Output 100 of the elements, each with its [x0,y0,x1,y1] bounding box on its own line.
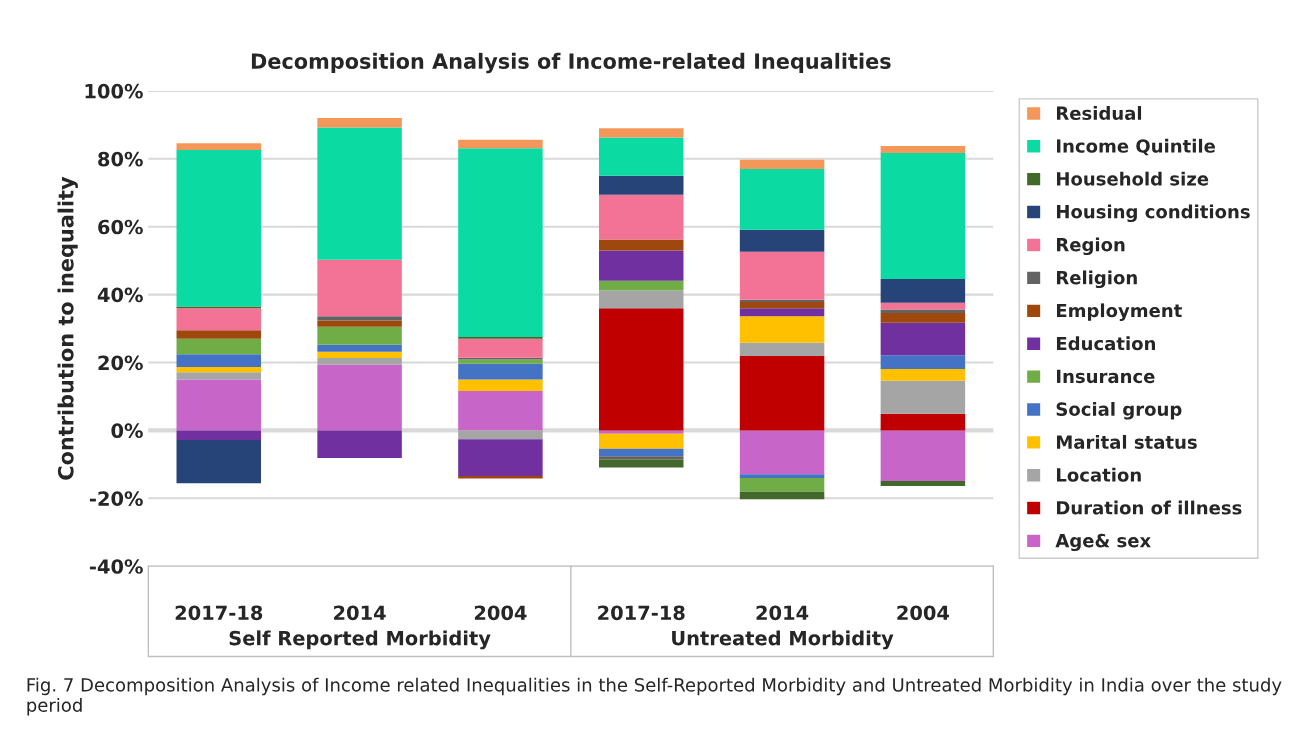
bar [880,413,966,431]
bar [458,379,543,392]
y-tick-label: 20% [98,355,143,371]
bar [739,342,825,357]
bar [739,159,825,169]
bar [880,278,966,303]
bar [598,239,684,251]
text: Untreated Morbidity [672,630,894,650]
legend-label: Housing conditions [1057,204,1250,223]
bar [176,379,262,431]
bar [739,474,825,478]
bar [317,344,402,352]
legend-label: Region [1057,237,1125,256]
bar [317,259,402,317]
bar [176,338,262,355]
bar [317,316,402,321]
y-tick-label: -40% [89,559,143,574]
legend-label: Marital status [1057,434,1197,449]
bar [317,127,402,260]
x-tick-label: 2017-18 [598,605,685,621]
x-tick-label: 2017-18 [175,605,263,621]
bar [598,433,684,449]
bar [176,372,262,380]
bar [458,430,543,440]
bar [880,355,966,369]
legend-label: Employment [1057,303,1182,322]
legend-label: Duration of illness [1057,500,1242,515]
bar [880,312,966,323]
y-tick-label: 80% [98,151,143,167]
bar [880,322,966,356]
bar [739,302,825,309]
bar [458,363,543,380]
legend-label: Religion [1057,270,1137,289]
bar [598,448,684,457]
bar [739,308,825,317]
legend-label: Social group [1056,402,1182,420]
bar [739,251,825,300]
bar [598,280,684,291]
bar [598,250,684,281]
bar [458,391,543,431]
legend-label: Residual [1057,106,1142,121]
bar [880,480,966,487]
bar [176,330,262,339]
bar [458,148,543,338]
bar [739,316,825,343]
x-tick-label: 2004 [474,605,527,621]
text: Self Reported Morbidity [229,630,491,650]
bar [176,430,262,440]
x-tick-label: 2014 [334,605,386,621]
bar [880,145,966,154]
bar [598,308,684,431]
bar [317,351,402,359]
y-tick-label: 0% [111,423,143,439]
bar [739,356,825,431]
x-tick-label: 2004 [897,605,950,621]
bar [739,491,825,500]
bar [739,168,825,230]
bar [176,354,262,367]
caption: Fig. 7 Decomposition Analysis of Income related Inequalities in the Self-Reported Morbidity and Untreated Morbidity in India over the study period [27,677,1282,716]
y-tick-label: 40% [97,287,143,303]
bar [317,118,402,128]
bar [880,153,966,279]
bar [598,128,684,138]
bar [598,290,684,309]
y-tick-label: 60% [98,219,143,235]
bar [598,175,684,195]
bar [739,229,825,252]
bar [598,430,684,434]
bar [176,366,262,373]
legend-label: Age& sex [1055,533,1151,552]
bar [317,326,402,345]
bar [458,139,543,149]
bar [598,456,684,460]
bar [739,430,825,475]
bar [880,302,966,310]
bar [458,359,543,364]
bar [317,358,402,365]
legend-label: Household size [1057,171,1209,186]
bar [458,338,543,358]
legend-label: Income Quintile [1057,138,1215,156]
legend-label: Education [1057,336,1155,351]
y-tick-label: -20% [89,491,143,506]
bar [739,477,825,492]
bar [880,380,966,414]
y-tick-label: 100% [85,83,143,99]
bar [176,149,262,307]
bar [317,430,402,458]
chart-title: Decomposition Analysis of Income-related Inequalities [251,52,891,74]
bar [458,439,543,476]
bar [598,137,684,176]
bar [458,475,543,479]
legend-label: Insurance [1057,369,1155,384]
y-axis-title: Contribution to inequality [57,176,78,480]
bar [598,194,684,240]
bar [317,364,402,431]
bar [880,368,966,381]
bar [176,439,262,484]
x-tick-label: 2014 [756,605,809,621]
legend-label: Location [1057,467,1141,482]
bar [880,430,966,481]
